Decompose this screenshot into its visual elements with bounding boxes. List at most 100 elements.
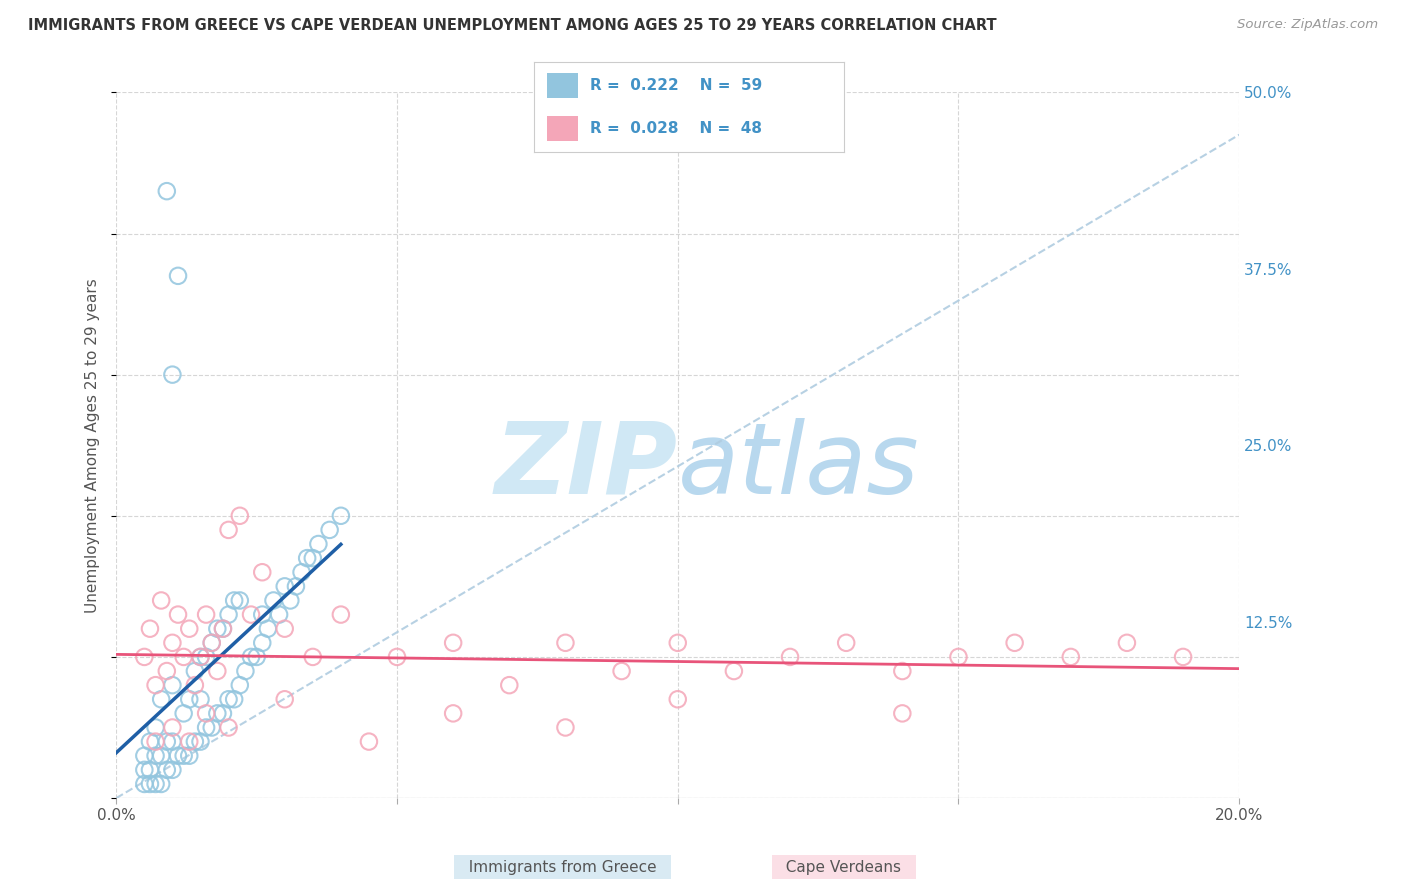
Point xyxy=(229,593,252,607)
Point xyxy=(207,706,229,721)
Point xyxy=(184,678,207,692)
Point xyxy=(190,692,212,706)
Point xyxy=(195,706,218,721)
Point xyxy=(134,777,156,791)
Point xyxy=(156,734,179,748)
Point xyxy=(269,607,291,622)
Point xyxy=(195,607,218,622)
Point xyxy=(150,692,173,706)
Point xyxy=(156,184,179,198)
Point xyxy=(139,777,162,791)
Point xyxy=(145,734,167,748)
Point xyxy=(441,706,464,721)
Point xyxy=(554,636,576,650)
Point xyxy=(195,721,218,735)
Text: Immigrants from Greece: Immigrants from Greece xyxy=(458,860,666,874)
Point xyxy=(224,692,246,706)
Point xyxy=(257,622,280,636)
Point xyxy=(295,551,318,566)
Point xyxy=(252,636,274,650)
Point xyxy=(167,748,190,763)
Point xyxy=(948,649,970,664)
Point xyxy=(179,692,201,706)
Point xyxy=(218,721,240,735)
Point xyxy=(240,649,263,664)
Bar xyxy=(547,73,578,98)
Point xyxy=(179,622,201,636)
Point xyxy=(891,706,914,721)
Point xyxy=(1171,649,1194,664)
Point xyxy=(145,777,167,791)
Point xyxy=(229,678,252,692)
Point xyxy=(252,607,274,622)
Point xyxy=(278,593,301,607)
Point xyxy=(162,763,184,777)
Point xyxy=(218,523,240,537)
Point xyxy=(273,622,295,636)
Point xyxy=(162,368,184,382)
Point xyxy=(162,734,184,748)
Point xyxy=(252,566,274,580)
Point xyxy=(218,607,240,622)
Point xyxy=(246,649,269,664)
Point xyxy=(498,678,520,692)
Text: R =  0.222    N =  59: R = 0.222 N = 59 xyxy=(591,78,762,93)
Point xyxy=(1060,649,1083,664)
Point xyxy=(173,748,195,763)
Point xyxy=(190,734,212,748)
Point xyxy=(167,268,190,283)
Point xyxy=(162,721,184,735)
Text: Source: ZipAtlas.com: Source: ZipAtlas.com xyxy=(1237,18,1378,31)
Point xyxy=(723,664,745,678)
Point xyxy=(139,763,162,777)
Point xyxy=(134,748,156,763)
Point xyxy=(666,636,689,650)
Point xyxy=(212,622,235,636)
Point xyxy=(284,579,307,593)
Point xyxy=(173,649,195,664)
Point xyxy=(190,649,212,664)
Point xyxy=(329,508,352,523)
Point xyxy=(666,692,689,706)
Point xyxy=(212,706,235,721)
Text: Cape Verdeans: Cape Verdeans xyxy=(776,860,911,874)
Point xyxy=(150,593,173,607)
Point xyxy=(318,523,340,537)
Point xyxy=(201,636,224,650)
Point xyxy=(139,622,162,636)
Point xyxy=(301,551,323,566)
Point xyxy=(145,721,167,735)
Point xyxy=(207,664,229,678)
Point xyxy=(184,664,207,678)
Point xyxy=(150,777,173,791)
Point xyxy=(184,734,207,748)
Text: atlas: atlas xyxy=(678,417,920,515)
Point xyxy=(162,678,184,692)
Point xyxy=(150,748,173,763)
Bar xyxy=(547,116,578,141)
Point xyxy=(201,721,224,735)
Point xyxy=(162,636,184,650)
Point xyxy=(134,763,156,777)
Point xyxy=(290,566,312,580)
Point xyxy=(240,607,263,622)
Point xyxy=(385,649,408,664)
Point xyxy=(145,678,167,692)
Point xyxy=(779,649,801,664)
Point xyxy=(167,607,190,622)
Point xyxy=(179,734,201,748)
Point xyxy=(229,508,252,523)
Point xyxy=(224,593,246,607)
Text: IMMIGRANTS FROM GREECE VS CAPE VERDEAN UNEMPLOYMENT AMONG AGES 25 TO 29 YEARS CO: IMMIGRANTS FROM GREECE VS CAPE VERDEAN U… xyxy=(28,18,997,33)
Point xyxy=(156,664,179,678)
Point xyxy=(1004,636,1026,650)
Text: ZIP: ZIP xyxy=(495,417,678,515)
Point xyxy=(357,734,380,748)
Text: R =  0.028    N =  48: R = 0.028 N = 48 xyxy=(591,121,762,136)
Point xyxy=(207,622,229,636)
Point xyxy=(441,636,464,650)
Point xyxy=(610,664,633,678)
Point xyxy=(1116,636,1139,650)
Point xyxy=(139,734,162,748)
Point xyxy=(554,721,576,735)
